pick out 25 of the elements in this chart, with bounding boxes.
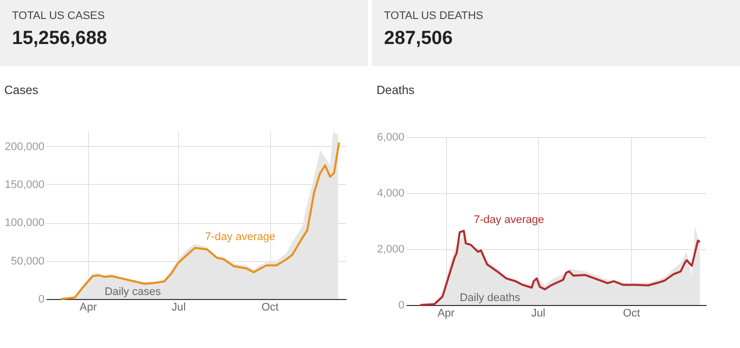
y-tick-label: 50,000 [10,255,44,268]
x-tick-label: Jul [172,302,186,314]
x-tick-label: Oct [261,302,279,314]
series-label: Daily cases [104,286,162,298]
y-tick-label: 150,000 [4,178,44,191]
series-label: 7-day average [205,230,276,243]
y-tick-label: 2,000 [376,244,404,256]
y-tick-label: 200,000 [4,140,44,153]
text: 15,256,688 [12,28,108,50]
text: TOTAL US DEATHS [384,10,484,22]
y-tick-label: 0 [38,294,44,306]
text: TOTAL US CASES [12,10,106,22]
x-tick-label: Apr [80,302,98,314]
y-tick-label: 4,000 [376,188,404,200]
chart-title: Deaths [376,83,415,97]
text: 287,506 [384,28,454,50]
x-tick-label: Oct [622,308,640,320]
x-tick-label: Jul [531,308,546,320]
y-tick-label: 6,000 [376,132,404,144]
y-tick-label: 0 [398,300,404,312]
x-tick-label: Apr [437,308,455,320]
series-label: Daily deaths [460,292,521,304]
chart-title: Cases [4,83,38,97]
series-label: 7-day average [474,214,544,226]
y-tick-label: 100,000 [4,217,44,230]
